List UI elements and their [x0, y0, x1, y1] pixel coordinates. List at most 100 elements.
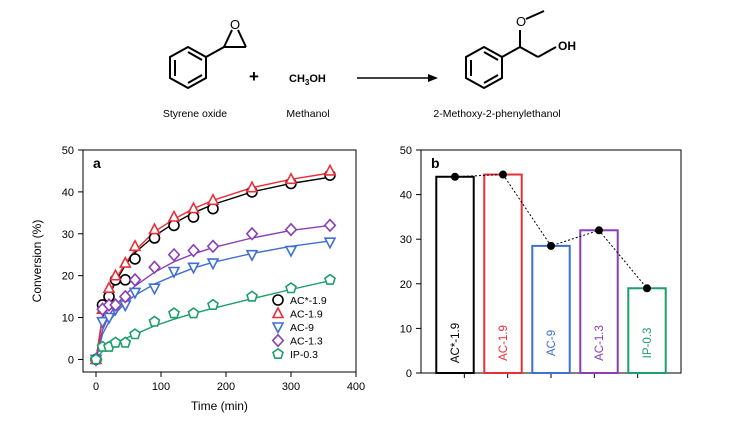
y-tick-label: 20	[400, 279, 412, 291]
bar-label-IP-0.3: IP-0.3	[642, 328, 654, 359]
legend-label-AC-1.9: AC-1.9	[290, 309, 323, 321]
y-tick-label: 30	[62, 229, 74, 241]
data-point-AC-1.3	[206, 239, 220, 254]
data-point-AC-9	[102, 312, 116, 325]
data-point-AC*-1.9	[168, 219, 180, 232]
data-point-AC*-1.9	[207, 202, 219, 215]
legend-label-AC*-1.9: AC*-1.9	[290, 295, 327, 307]
legend-label-AC-9: AC-9	[290, 322, 314, 334]
y-tick-label: 10	[400, 323, 412, 335]
data-point-AC-9	[128, 287, 142, 300]
y-tick-label: 50	[62, 145, 74, 157]
data-point-AC-1.9	[187, 201, 200, 214]
panel-a-legend: AC*-1.9 AC-1.9AC-9 AC-1.3IP-0.3	[271, 294, 327, 361]
panel-a-axes: 0 100 200 300 400 0 10 20 30 40 50	[62, 145, 365, 393]
reaction-arrow	[357, 74, 438, 82]
panel-b-bar-chart: 0 10 20 30 40 50 AC*-1.9 AC-1.9 AC-9 AC-1.3 IP-0.…	[400, 145, 682, 380]
data-point-IP-0.3	[129, 328, 141, 340]
x-tick-label: 0	[93, 381, 99, 393]
bar-AC-1.9	[483, 173, 523, 374]
y-tick-label: 40	[62, 187, 74, 199]
panel-a-label: a	[93, 155, 101, 171]
value-point-AC-1.9	[499, 170, 507, 179]
panel-a-frame	[82, 149, 357, 373]
x-tick-label: 200	[217, 381, 235, 393]
bar-label-AC*-1.9: AC*-1.9	[450, 323, 462, 363]
data-point-AC-1.9	[284, 172, 298, 185]
data-point-AC-1.9	[323, 163, 337, 176]
styrene-oxide-structure	[169, 29, 247, 90]
data-point-AC-9	[323, 237, 337, 250]
data-point-AC-1.9	[167, 209, 181, 222]
methoxy-oxygen-label: O	[516, 14, 526, 29]
y-tick-label: 30	[400, 234, 412, 246]
bar-label-AC-9: AC-9	[546, 330, 558, 356]
panel-b-bars: AC*-1.9 AC-1.9 AC-9 AC-1.3 IP-0.3	[435, 173, 667, 375]
y-tick-label: 50	[400, 145, 412, 157]
legend-marker-AC-9	[271, 322, 285, 335]
panel-a-y-axis-label: Conversion (%)	[30, 220, 44, 303]
data-point-IP-0.3	[168, 307, 180, 319]
data-point-AC*-1.9	[129, 253, 141, 265]
data-point-AC*-1.9	[187, 211, 200, 223]
data-point-AC-1.9	[148, 222, 161, 235]
bar-label-AC-1.9: AC-1.9	[498, 325, 510, 361]
bar-IP-0.3	[627, 287, 667, 375]
legend-marker-AC*-1.9	[272, 294, 284, 306]
y-tick-label: 0	[406, 368, 412, 380]
data-point-IP-0.3	[109, 336, 122, 348]
data-point-IP-0.3	[285, 282, 297, 294]
panel-b-dotted-trend	[451, 170, 651, 293]
data-point-AC-9	[187, 262, 200, 275]
epoxide-oxygen-label: O	[230, 17, 240, 32]
data-point-AC-1.3	[187, 243, 200, 258]
data-point-AC-1.9	[128, 239, 142, 252]
product-label: 2-Methoxy-2-phenylethanol	[433, 108, 560, 120]
dotted-trend-line	[454, 173, 648, 289]
data-point-AC-1.3	[284, 222, 298, 237]
plus-sign: +	[249, 67, 259, 86]
y-tick-label: 0	[68, 354, 74, 366]
value-point-AC-1.3	[595, 226, 603, 235]
legend-marker-AC-1.9	[271, 306, 285, 319]
y-tick-label: 10	[62, 313, 74, 325]
value-point-AC-9	[547, 241, 555, 250]
y-tick-label: 40	[400, 190, 412, 202]
value-point-IP-0.3	[643, 284, 651, 293]
bar-AC-9	[531, 244, 571, 374]
data-point-AC-9	[167, 266, 181, 279]
reactant1-label: Styrene oxide	[163, 108, 227, 120]
data-point-AC-9	[148, 283, 161, 296]
x-tick-label: 300	[282, 381, 300, 393]
data-point-AC-1.9	[118, 255, 132, 268]
bar-label-AC-1.3: AC-1.3	[594, 325, 606, 361]
data-point-AC-1.9	[245, 180, 259, 193]
data-point-AC*-1.9	[119, 274, 132, 286]
data-point-IP-0.3	[90, 353, 102, 365]
panel-b-label: b	[431, 155, 440, 171]
data-point-AC-9	[284, 245, 298, 258]
data-point-AC-1.3	[148, 260, 161, 275]
data-point-IP-0.3	[324, 273, 336, 285]
methanol-formula: CH3OH	[289, 73, 326, 87]
data-point-AC-1.3	[128, 272, 142, 287]
data-point-AC-1.9	[102, 280, 116, 294]
data-point-IP-0.3	[187, 307, 200, 319]
hydroxyl-label: OH	[558, 39, 576, 53]
data-point-AC-1.3	[109, 298, 122, 312]
y-tick-label: 20	[62, 271, 74, 283]
data-point-AC-1.3	[167, 247, 181, 262]
data-point-AC-1.3	[245, 226, 259, 241]
bar-AC-1.3	[579, 229, 619, 374]
data-point-IP-0.3	[148, 315, 161, 327]
data-point-IP-0.3	[246, 290, 258, 302]
legend-label-IP-0.3: IP-0.3	[290, 349, 318, 361]
data-point-AC-1.3	[323, 218, 337, 233]
legend-marker-AC-1.3	[271, 333, 285, 348]
data-point-AC-9	[206, 258, 220, 271]
x-tick-label: 100	[152, 381, 170, 393]
value-point-AC*-1.9	[451, 172, 459, 181]
data-point-AC*-1.9	[148, 232, 161, 244]
panel-a-data-points	[89, 163, 337, 367]
